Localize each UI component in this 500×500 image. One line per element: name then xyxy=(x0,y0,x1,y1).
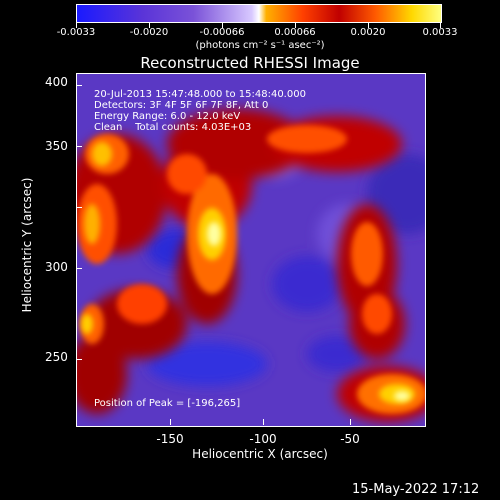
colorbar-tick-label: 0.0020 xyxy=(350,27,386,38)
y-tick-label: 400 xyxy=(45,75,68,89)
colorbar-tick xyxy=(76,22,77,28)
y-axis-label: Heliocentric Y (arcsec) xyxy=(20,177,34,313)
detectors: Detectors: 3F 4F 5F 6F 7F 8F, Att 0 xyxy=(94,100,269,111)
x-tick-label: -50 xyxy=(340,432,360,446)
colorbar-tick-label: 0.00066 xyxy=(274,27,316,38)
x-tick-label: -100 xyxy=(249,432,277,446)
timestamp: 15-May-2022 17:12 xyxy=(352,482,480,497)
x-tick-label: -150 xyxy=(156,432,184,446)
rhessi-image xyxy=(76,73,426,427)
y-tick-label: 250 xyxy=(45,350,68,364)
y-tick xyxy=(76,207,82,208)
x-tick xyxy=(263,419,264,425)
y-tick xyxy=(76,85,82,86)
x-axis-label: Heliocentric X (arcsec) xyxy=(192,447,328,461)
y-tick xyxy=(76,146,82,147)
y-tick xyxy=(76,268,82,269)
colorbar-tick-label: 0.0033 xyxy=(422,27,458,38)
colorbar-unit: (photons cm⁻² s⁻¹ asec⁻²) xyxy=(195,40,325,51)
x-tick xyxy=(350,419,351,425)
y-tick-label: 300 xyxy=(45,260,68,274)
clean-total-counts: Clean Total counts: 4.03E+03 xyxy=(94,122,252,133)
colorbar-tick xyxy=(368,22,369,28)
rhessi-image-map xyxy=(77,74,425,426)
colorbar-tick-label: -0.0020 xyxy=(129,27,169,38)
x-tick xyxy=(170,419,171,425)
observation-time: 20-Jul-2013 15:47:48.000 to 15:48:40.000 xyxy=(94,89,306,100)
y-tick-label: 350 xyxy=(45,139,68,153)
colorbar xyxy=(76,4,442,23)
peak-position: Position of Peak = [-196,265] xyxy=(94,398,241,409)
energy-range: Energy Range: 6.0 - 12.0 keV xyxy=(94,111,241,122)
colorbar-tick xyxy=(222,22,223,28)
colorbar-tick xyxy=(440,22,441,28)
plot-title: Reconstructed RHESSI Image xyxy=(140,54,360,72)
colorbar-tick xyxy=(295,22,296,28)
y-tick xyxy=(76,359,82,360)
colorbar-tick-label: -0.00066 xyxy=(199,27,245,38)
colorbar-tick xyxy=(149,22,150,28)
colorbar-tick-label: -0.0033 xyxy=(56,27,96,38)
